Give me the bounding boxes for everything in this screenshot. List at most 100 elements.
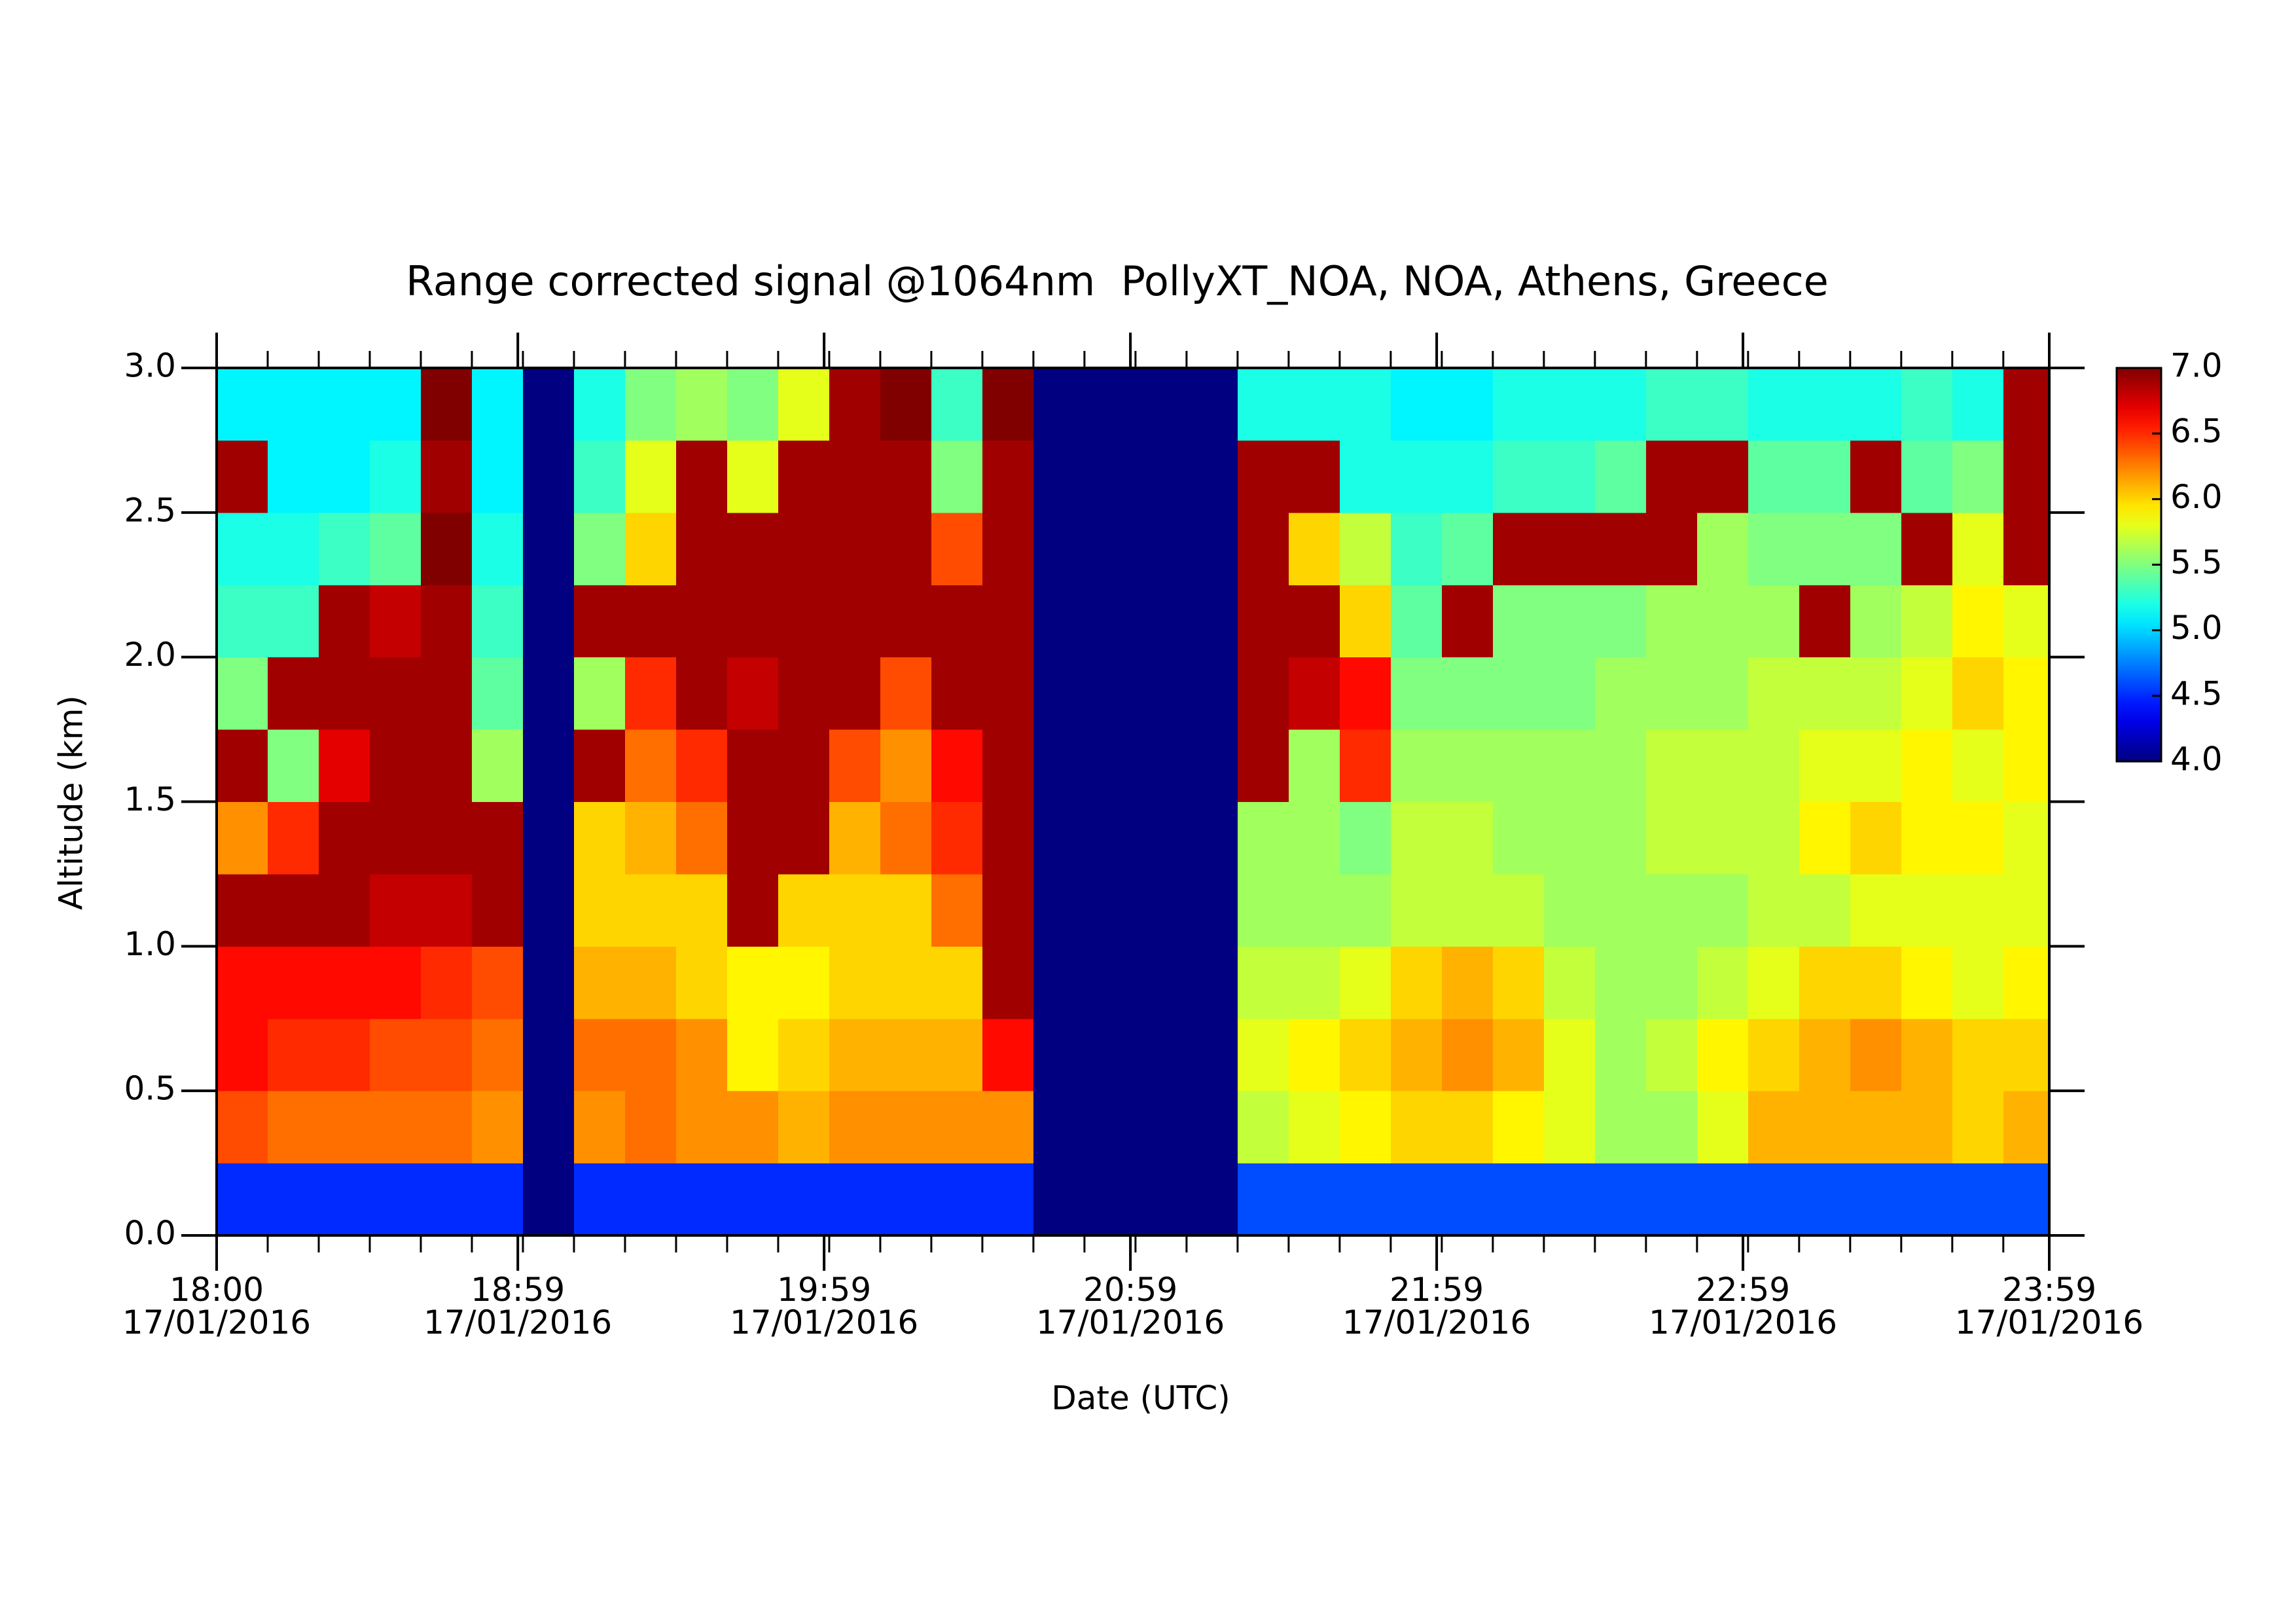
heatmap-cell [1084,657,1136,730]
heatmap-cell [880,512,932,585]
heatmap-cell [675,1163,728,1236]
heatmap-cell [726,585,779,658]
heatmap-cell [1543,657,1596,730]
heatmap-cell [1901,368,1953,441]
heatmap-cell [726,1163,779,1236]
heatmap-cell [1186,585,1238,658]
heatmap-cell [1441,368,1494,441]
heatmap-cell [675,946,728,1019]
heatmap-cell [1084,1018,1136,1091]
heatmap-cell [318,368,370,441]
heatmap-cell [1135,873,1187,947]
heatmap-cell [1390,946,1443,1019]
heatmap-cell [726,946,779,1019]
heatmap-cell [471,585,524,658]
heatmap-cell [471,1091,524,1164]
heatmap-cell [1033,801,1085,875]
heatmap-cell [217,1163,268,1236]
heatmap-cell [217,1018,268,1091]
heatmap-cell [982,512,1034,585]
heatmap-cell [1492,729,1545,802]
heatmap-cell [1237,512,1289,585]
heatmap-cell [267,873,319,947]
heatmap-cell [1339,801,1391,875]
heatmap-cell [1186,801,1238,875]
heatmap-cell [217,873,268,947]
heatmap-cell [1748,946,1800,1019]
heatmap-cell [1390,729,1443,802]
heatmap-cell [880,1163,932,1236]
heatmap-cell [1084,1091,1136,1164]
heatmap-cell [1135,1163,1187,1236]
heatmap-cell [1441,801,1494,875]
heatmap-cell [726,512,779,585]
heatmap-cell [1901,585,1953,658]
heatmap-cell [880,729,932,802]
heatmap-cell [1288,585,1340,658]
heatmap-cell [1594,1163,1647,1236]
heatmap-cell [880,1018,932,1091]
heatmap-cell [1033,1091,1085,1164]
heatmap-cell [1186,729,1238,802]
heatmap-cell [1594,512,1647,585]
heatmap-cell [1645,946,1698,1019]
heatmap-cell [1543,368,1596,441]
heatmap-cell [1748,657,1800,730]
heatmap-cell [726,729,779,802]
heatmap-cell [1033,440,1085,513]
heatmap-cell [1033,1163,1085,1236]
heatmap-cell [573,368,626,441]
heatmap-cell [1543,1091,1596,1164]
heatmap-cell [573,440,626,513]
heatmap-cell [318,801,370,875]
heatmap-cell [1850,585,1902,658]
heatmap-cell [1952,368,2004,441]
heatmap-cell [1135,1018,1187,1091]
heatmap-cell [624,657,677,730]
heatmap-cell [267,729,319,802]
heatmap-cell [1952,946,2004,1019]
heatmap-cell [1288,440,1340,513]
heatmap-cell [880,946,932,1019]
heatmap-cell [1135,1091,1187,1164]
heatmap-cell [1952,657,2004,730]
heatmap-cell [1237,873,1289,947]
heatmap-cell [1901,801,1953,875]
heatmap-cell [1850,1163,1902,1236]
heatmap-cell [1033,368,1085,441]
heatmap-cell [2003,946,2050,1019]
heatmap-cell [1288,873,1340,947]
heatmap-cell [1748,801,1800,875]
heatmap-cell [982,1018,1034,1091]
x-tick-label: 22:59 17/01/2016 [1648,1271,1838,1341]
heatmap-cell [369,657,422,730]
heatmap-cell [778,801,830,875]
heatmap-cell [420,873,473,947]
heatmap-cell [1339,1163,1391,1236]
heatmap-cell [1084,946,1136,1019]
heatmap-cell [1901,657,1953,730]
heatmap-cell [1135,368,1187,441]
heatmap-cell [1288,1018,1340,1091]
heatmap-cell [829,873,881,947]
heatmap-cell [1492,1091,1545,1164]
heatmap-cell [931,657,983,730]
heatmap-cell [1186,1018,1238,1091]
heatmap-cell [1339,657,1391,730]
heatmap-cell [1952,801,2004,875]
heatmap-cell [1748,1091,1800,1164]
heatmap-cell [1492,801,1545,875]
heatmap-cell [1901,873,1953,947]
heatmap-cell [1339,585,1391,658]
heatmap-cell [675,512,728,585]
heatmap-cell [1696,1018,1749,1091]
heatmap-cell [573,512,626,585]
heatmap-cell [880,440,932,513]
colorbar-tick-label: 5.5 [2170,543,2223,581]
heatmap-cell [369,873,422,947]
heatmap-cell [1186,873,1238,947]
heatmap-cell [1748,512,1800,585]
heatmap-cell [1492,1163,1545,1236]
heatmap-cell [1901,512,1953,585]
